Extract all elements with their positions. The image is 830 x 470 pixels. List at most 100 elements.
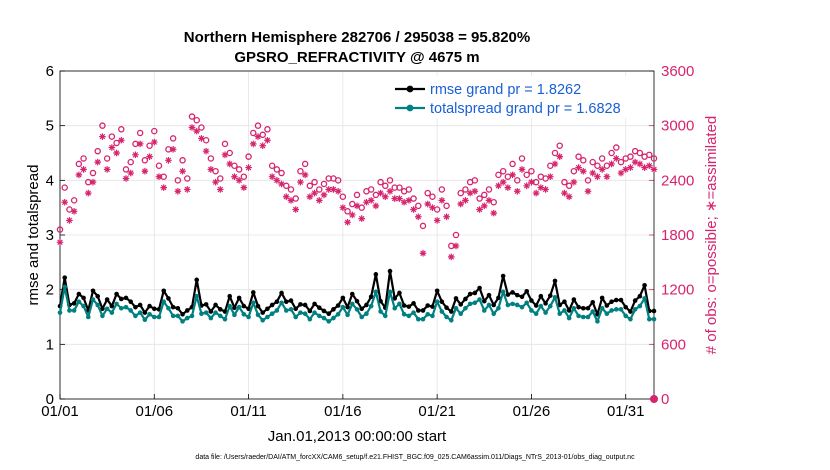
totalspread-point: [500, 289, 506, 295]
assimilated-obs-marker: [212, 178, 219, 186]
assimilated-obs-marker: [221, 151, 229, 159]
rmse-point: [109, 303, 115, 309]
rmse-point: [269, 302, 275, 308]
totalspread-point: [496, 305, 501, 311]
assimilated-obs-marker: [315, 197, 323, 204]
assimilated-obs-marker: [645, 162, 653, 170]
assimilated-obs-marker: [457, 200, 465, 208]
y-left-tick-label: 3: [46, 227, 54, 244]
assimilated-obs-marker: [188, 124, 196, 131]
assimilated-obs-marker: [523, 182, 531, 190]
totalspread-point: [505, 302, 511, 308]
totalspread-point: [255, 312, 261, 318]
y-right-tick-label: 2400: [661, 172, 694, 189]
rmse-point: [463, 296, 468, 302]
assimilated-obs-marker: [353, 202, 361, 210]
possible-obs-marker: [155, 162, 163, 170]
totalspread-point: [326, 319, 332, 324]
totalspread-point: [562, 308, 567, 313]
rmse-point: [151, 306, 157, 312]
totalspread-point: [397, 301, 402, 307]
assimilated-obs-marker: [608, 160, 615, 168]
rmse-point: [265, 306, 270, 312]
y-left-tick-label: 4: [46, 172, 54, 189]
possible-obs-marker: [429, 193, 436, 200]
totalspread-point: [481, 308, 487, 313]
rmse-point: [213, 302, 218, 308]
rmse-point: [316, 305, 322, 311]
totalspread-point: [623, 313, 629, 319]
rmse-point: [477, 285, 482, 291]
totalspread-point: [95, 302, 101, 308]
totalspread-point: [590, 309, 596, 314]
possible-obs-marker: [193, 116, 200, 124]
assimilated-obs-marker: [113, 149, 120, 157]
possible-obs-marker: [103, 155, 111, 162]
assimilated-obs-marker: [424, 200, 432, 208]
rmse-point: [580, 305, 586, 311]
rmse-point: [552, 278, 558, 284]
rmse-point: [373, 272, 379, 277]
possible-obs-marker: [495, 171, 502, 179]
totalspread-point: [279, 300, 284, 306]
totalspread-point: [543, 310, 548, 315]
assimilated-obs-marker: [306, 193, 314, 201]
rmse-point: [166, 296, 171, 301]
possible-obs-marker: [476, 195, 483, 202]
rmse-point: [274, 299, 280, 304]
rmse-point: [420, 308, 426, 313]
rmse-point: [425, 303, 431, 308]
totalspread-point: [547, 303, 553, 309]
legend-rmse-label: rmse grand pr = 1.8262: [430, 82, 581, 98]
y-left-tick-label: 0: [46, 391, 54, 408]
totalspread-point: [576, 313, 581, 319]
rmse-point: [514, 292, 520, 298]
rmse-point: [604, 303, 610, 308]
totalspread-point: [283, 308, 289, 313]
possible-obs-marker: [113, 139, 120, 147]
possible-obs-marker: [306, 182, 314, 190]
plot-frame: [59, 70, 655, 400]
possible-obs-marker: [344, 208, 351, 215]
assimilated-obs-marker: [320, 191, 328, 199]
rmse-point: [222, 309, 228, 314]
possible-obs-marker: [405, 186, 413, 193]
totalspread-point: [533, 311, 539, 317]
y-right-tick-label: 1200: [661, 282, 694, 299]
possible-obs-marker: [561, 178, 568, 186]
assimilated-obs-marker: [287, 197, 295, 204]
possible-obs-marker: [518, 155, 526, 162]
rmse-point: [123, 295, 129, 301]
rmse-point: [335, 303, 341, 308]
totalspread-point: [373, 289, 379, 295]
totalspread-point: [312, 310, 317, 315]
assimilated-obs-marker: [249, 140, 257, 148]
possible-obs-marker: [89, 169, 97, 177]
assimilated-obs-marker: [56, 238, 64, 246]
rmse-point: [458, 302, 464, 307]
assimilated-obs-marker: [193, 127, 201, 135]
rmse-point: [566, 308, 572, 313]
rmse-point: [236, 295, 242, 301]
assimilated-obs-marker: [570, 178, 578, 186]
rmse-point: [71, 301, 77, 306]
rmse-point: [529, 298, 534, 303]
totalspread-point: [208, 315, 214, 321]
possible-obs-marker: [339, 193, 347, 200]
assimilated-obs-marker: [447, 253, 455, 261]
assimilated-obs-marker: [391, 195, 399, 202]
rmse-point: [133, 304, 138, 310]
assimilated-obs-marker: [603, 173, 611, 180]
assimilated-obs-marker: [372, 202, 380, 210]
rmse-point: [448, 309, 454, 314]
assimilated-obs-marker: [386, 187, 394, 195]
rmse-point: [246, 306, 251, 312]
assimilated-obs-marker: [358, 215, 366, 222]
possible-obs-marker: [268, 162, 276, 170]
assimilated-obs-marker: [627, 164, 634, 171]
y-left-tick-label: 1: [46, 336, 54, 353]
assimilated-obs-marker: [264, 136, 271, 144]
rmse-point: [571, 297, 577, 302]
assimilated-obs-marker: [594, 173, 601, 180]
assimilated-obs-marker: [471, 187, 479, 195]
